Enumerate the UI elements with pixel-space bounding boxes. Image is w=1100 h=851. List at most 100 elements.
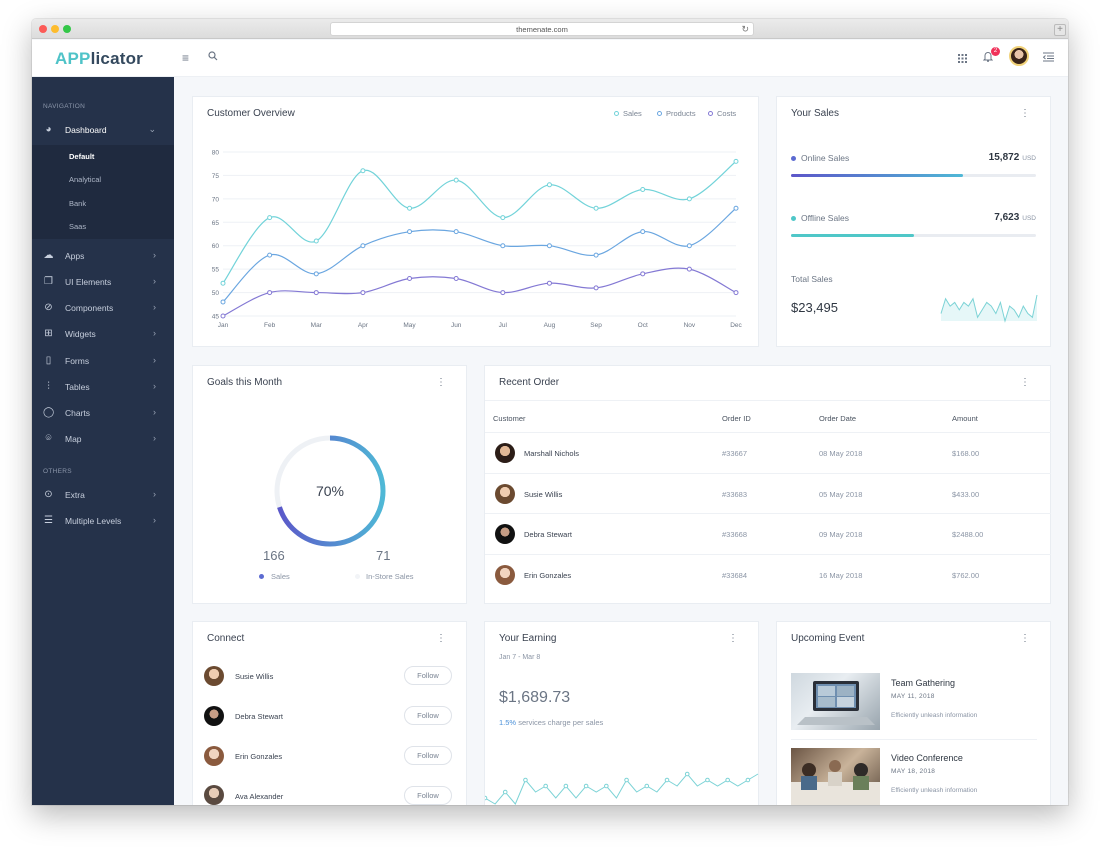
earning-point[interactable]: [705, 777, 710, 783]
data-point[interactable]: [267, 290, 273, 296]
earning-point[interactable]: [563, 783, 569, 789]
data-point[interactable]: [220, 280, 226, 286]
sidebar-item-map[interactable]: ⌾ Map ›: [32, 429, 174, 451]
close-window-icon[interactable]: [39, 25, 47, 33]
earning-point[interactable]: [523, 777, 528, 783]
sidebar-item-ui-elements[interactable]: ❐ UI Elements ›: [32, 272, 174, 294]
earning-point[interactable]: [745, 777, 751, 783]
data-point[interactable]: [686, 266, 692, 272]
sidebar-item-forms[interactable]: ▯ Forms ›: [32, 351, 174, 373]
event-title[interactable]: Team Gathering: [891, 678, 956, 688]
submenu-item-analytical[interactable]: Analytical: [69, 175, 102, 184]
data-point[interactable]: [453, 177, 459, 183]
new-tab-icon[interactable]: +: [1054, 24, 1066, 36]
address-bar[interactable]: themenate.com ↻: [330, 22, 754, 36]
earning-point[interactable]: [485, 795, 488, 801]
sidebar-item-extra[interactable]: ⊙ Extra ›: [32, 485, 174, 507]
earning-point[interactable]: [684, 771, 690, 777]
earning-point[interactable]: [543, 783, 548, 789]
minimize-window-icon[interactable]: [51, 25, 59, 33]
data-point[interactable]: [546, 280, 552, 286]
more-vertical-icon[interactable]: ⋮: [728, 633, 738, 644]
event-title[interactable]: Video Conference: [891, 753, 963, 763]
earning-point[interactable]: [725, 777, 730, 783]
data-point[interactable]: [500, 243, 506, 249]
legend-item-costs[interactable]: Costs: [708, 109, 736, 118]
app-logo[interactable]: APPlicator: [55, 49, 143, 69]
search-icon[interactable]: [208, 50, 218, 64]
more-vertical-icon[interactable]: ⋮: [1020, 633, 1030, 644]
data-point[interactable]: [593, 252, 599, 258]
data-point[interactable]: [360, 290, 366, 296]
legend-item-products[interactable]: Products: [657, 109, 696, 118]
follow-button[interactable]: Follow: [404, 666, 452, 685]
sidebar-item-components[interactable]: ⊘ Components ›: [32, 298, 174, 320]
data-point[interactable]: [546, 182, 552, 188]
follow-button[interactable]: Follow: [404, 786, 452, 805]
data-point[interactable]: [313, 238, 319, 244]
data-point[interactable]: [546, 243, 552, 249]
data-point[interactable]: [220, 299, 226, 305]
data-point[interactable]: [733, 158, 739, 164]
data-point[interactable]: [360, 168, 366, 174]
submenu-item-default[interactable]: Default: [69, 152, 95, 161]
data-point[interactable]: [407, 276, 413, 282]
data-point[interactable]: [640, 229, 646, 235]
data-point[interactable]: [267, 252, 273, 258]
follow-button[interactable]: Follow: [404, 706, 452, 725]
earning-point[interactable]: [604, 783, 609, 789]
y-tick-label: 60: [212, 243, 220, 250]
event-image-video-conference[interactable]: [791, 748, 880, 805]
follow-button[interactable]: Follow: [404, 746, 452, 765]
data-point[interactable]: [453, 276, 459, 282]
data-point[interactable]: [313, 290, 319, 296]
table-row[interactable]: Susie Willis #33683 05 May 2018 $433.00: [485, 473, 1051, 513]
data-point[interactable]: [686, 196, 692, 202]
earning-point[interactable]: [502, 789, 508, 795]
earning-point[interactable]: [644, 783, 650, 789]
data-point[interactable]: [640, 271, 646, 277]
data-point[interactable]: [360, 243, 366, 249]
maximize-window-icon[interactable]: [63, 25, 71, 33]
data-point[interactable]: [407, 229, 413, 235]
data-point[interactable]: [686, 243, 692, 249]
sidebar-item-tables[interactable]: ⫶ Tables ›: [32, 377, 174, 399]
data-point[interactable]: [407, 205, 413, 211]
apps-grid-icon[interactable]: [958, 52, 967, 66]
sidebar-item-multiple-levels[interactable]: ☰ Multiple Levels ›: [32, 511, 174, 533]
table-row[interactable]: Marshall Nichols #33667 08 May 2018 $168…: [485, 432, 1051, 472]
sidebar-item-widgets[interactable]: ⊞ Widgets ›: [32, 324, 174, 346]
more-vertical-icon[interactable]: ⋮: [1020, 377, 1030, 388]
earning-point[interactable]: [624, 777, 629, 783]
earning-point[interactable]: [664, 777, 670, 783]
sidebar-item-charts[interactable]: ◯ Charts ›: [32, 403, 174, 425]
data-point[interactable]: [267, 215, 273, 221]
sidebar-item-apps[interactable]: ☁ Apps ›: [32, 246, 174, 268]
table-row[interactable]: Erin Gonzales #33684 16 May 2018 $762.00: [485, 554, 1051, 594]
data-point[interactable]: [593, 205, 599, 211]
more-vertical-icon[interactable]: ⋮: [436, 633, 446, 644]
earning-point[interactable]: [583, 783, 589, 789]
more-vertical-icon[interactable]: ⋮: [436, 377, 446, 388]
side-panel-toggle-icon[interactable]: [1042, 51, 1054, 65]
submenu-item-saas[interactable]: Saas: [69, 222, 87, 231]
reload-icon[interactable]: ↻: [741, 24, 749, 34]
data-point[interactable]: [733, 205, 739, 211]
event-image-team-gathering[interactable]: [791, 673, 880, 730]
data-point[interactable]: [313, 271, 319, 277]
table-row[interactable]: Debra Stewart #33668 09 May 2018 $2488.0…: [485, 513, 1051, 553]
data-point[interactable]: [453, 229, 459, 235]
data-point[interactable]: [733, 290, 739, 296]
data-point[interactable]: [220, 313, 226, 319]
hamburger-menu-icon[interactable]: ≡: [182, 51, 190, 65]
bell-icon[interactable]: [982, 51, 994, 65]
submenu-item-bank[interactable]: Bank: [69, 199, 87, 208]
user-avatar[interactable]: [1009, 46, 1029, 66]
data-point[interactable]: [500, 215, 506, 221]
more-vertical-icon[interactable]: ⋮: [1020, 108, 1030, 119]
data-point[interactable]: [640, 186, 646, 192]
data-point[interactable]: [593, 285, 599, 291]
data-point[interactable]: [500, 290, 506, 296]
legend-item-sales[interactable]: Sales: [614, 109, 642, 118]
sidebar-item-dashboard[interactable]: ◕ Dashboard ⌄: [32, 120, 174, 142]
